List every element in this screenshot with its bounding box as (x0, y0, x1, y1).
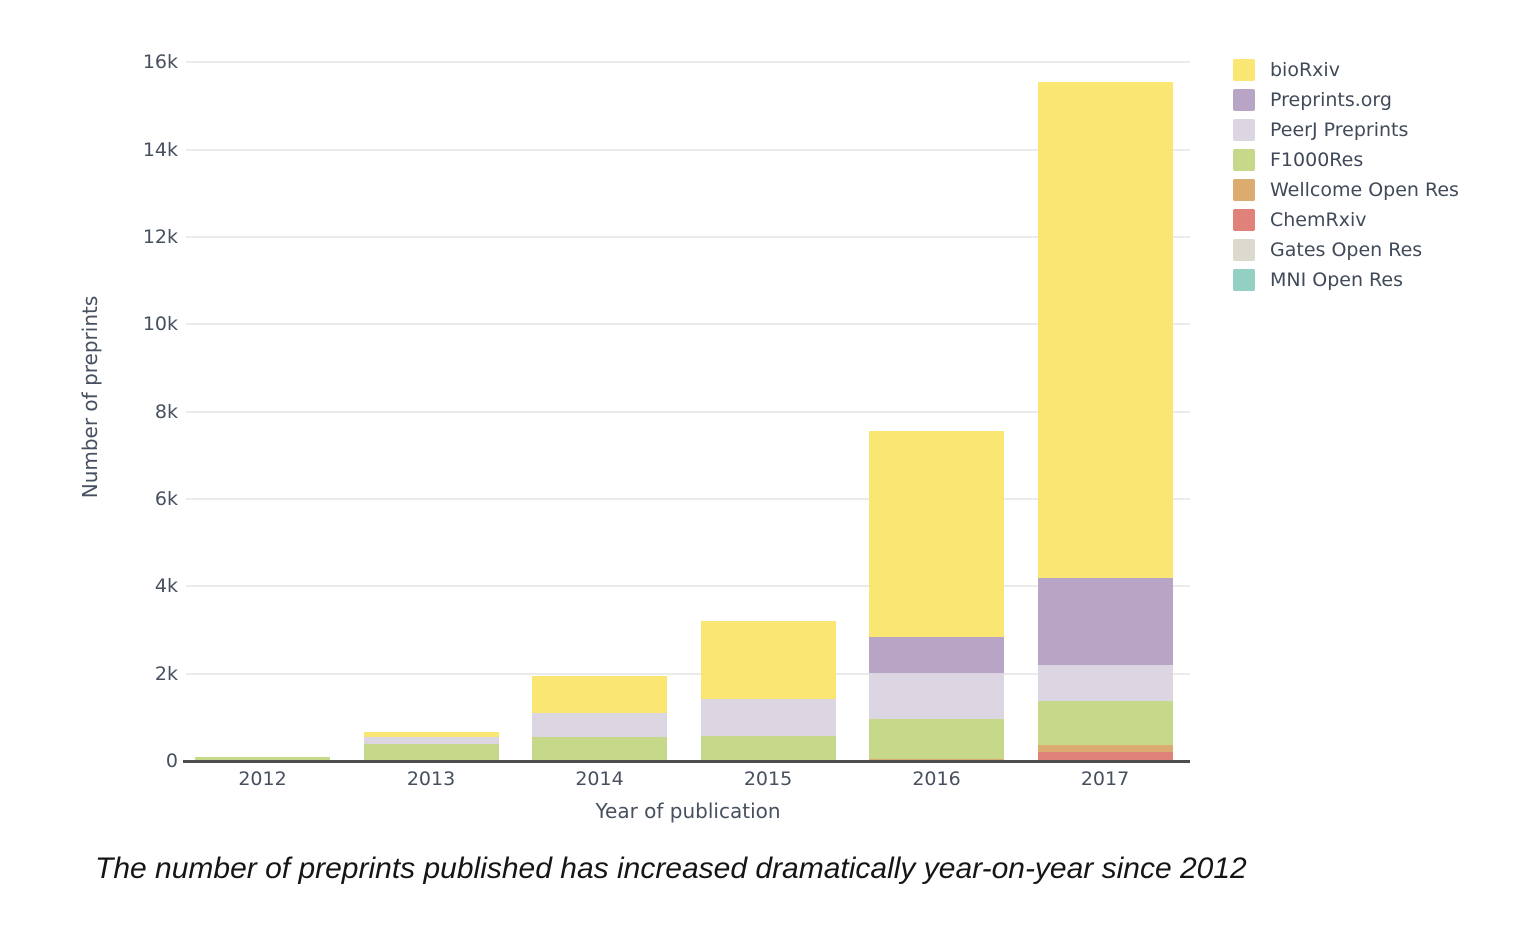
gridline (186, 497, 1190, 500)
legend-swatch (1233, 119, 1255, 141)
bar-segment[interactable] (532, 736, 667, 761)
bar-segment[interactable] (363, 737, 499, 744)
y-tick-label: 4k (154, 575, 178, 598)
legend-label: Wellcome Open Res (1270, 179, 1459, 201)
legend-label: F1000Res (1270, 149, 1364, 171)
bar-segment[interactable] (700, 698, 836, 736)
y-tick-label: 6k (154, 487, 178, 510)
bar-segment[interactable] (1037, 745, 1173, 753)
legend-item[interactable]: F1000Res (1233, 149, 1459, 171)
y-tick-label: 2k (154, 662, 178, 685)
legend-swatch (1233, 89, 1255, 111)
legend-item[interactable]: bioRxiv (1233, 59, 1459, 81)
legend-item[interactable]: Gates Open Res (1233, 239, 1459, 261)
gridline (186, 585, 1190, 588)
y-tick-label: 10k (142, 313, 178, 336)
bar-segment[interactable] (363, 732, 499, 738)
legend-item[interactable]: Wellcome Open Res (1233, 179, 1459, 201)
bar-segment[interactable] (869, 673, 1004, 719)
bar-segment[interactable] (869, 637, 1004, 674)
bar-segment[interactable] (1037, 752, 1173, 760)
y-axis-title: Number of preprints (78, 295, 102, 499)
gridline (186, 61, 1190, 64)
bar-segment[interactable] (1037, 577, 1173, 666)
legend-swatch (1233, 239, 1255, 261)
x-tick-label: 2015 (743, 768, 793, 790)
legend-item[interactable]: MNI Open Res (1233, 269, 1459, 291)
bar-segment[interactable] (363, 743, 499, 761)
bar-segment[interactable] (1037, 81, 1173, 578)
x-tick-label: 2016 (912, 768, 961, 790)
y-tick-label: 16k (142, 51, 178, 74)
legend-item[interactable]: PeerJ Preprints (1233, 119, 1459, 141)
bar-segment[interactable] (195, 757, 330, 761)
legend-swatch (1233, 179, 1255, 201)
legend: bioRxiv Preprints.org PeerJ Preprints F1000… (1233, 59, 1459, 299)
legend-swatch (1233, 59, 1255, 81)
x-tick-label: 2014 (575, 768, 624, 790)
legend-label: PeerJ Preprints (1270, 119, 1409, 141)
bar-segment[interactable] (700, 735, 836, 761)
bar-segment[interactable] (1037, 665, 1173, 702)
gridline (186, 672, 1190, 675)
legend-label: ChemRxiv (1270, 209, 1367, 231)
figure-caption: The number of preprints published has in… (95, 852, 1247, 885)
legend-swatch (1233, 209, 1255, 231)
legend-item[interactable]: Preprints.org (1233, 89, 1459, 111)
x-axis-title: Year of publication (595, 799, 781, 823)
legend-item[interactable]: ChemRxiv (1233, 209, 1459, 231)
bar-segment[interactable] (532, 675, 667, 713)
gridline (186, 323, 1190, 326)
x-tick-label: 2012 (238, 768, 287, 790)
gridline (186, 235, 1190, 238)
bar-segment[interactable] (532, 712, 667, 737)
legend-swatch (1233, 149, 1255, 171)
x-tick-label: 2013 (406, 768, 456, 790)
legend-label: Gates Open Res (1270, 239, 1423, 261)
y-tick-label: 14k (142, 138, 178, 161)
y-tick-label: 12k (142, 225, 178, 248)
bar-segment[interactable] (869, 718, 1004, 760)
gridline (186, 410, 1190, 413)
legend-label: Preprints.org (1270, 89, 1392, 111)
legend-label: bioRxiv (1270, 59, 1340, 81)
bar-segment[interactable] (700, 621, 836, 699)
gridline (186, 148, 1190, 151)
y-tick-label: 8k (154, 400, 178, 423)
legend-label: MNI Open Res (1270, 269, 1403, 291)
legend-swatch (1233, 269, 1255, 291)
x-axis-line (183, 760, 1190, 763)
y-tick-label: 0 (165, 750, 178, 772)
bar-segment[interactable] (869, 431, 1004, 638)
bar-segment[interactable] (1037, 701, 1173, 746)
x-tick-label: 2017 (1080, 768, 1130, 790)
